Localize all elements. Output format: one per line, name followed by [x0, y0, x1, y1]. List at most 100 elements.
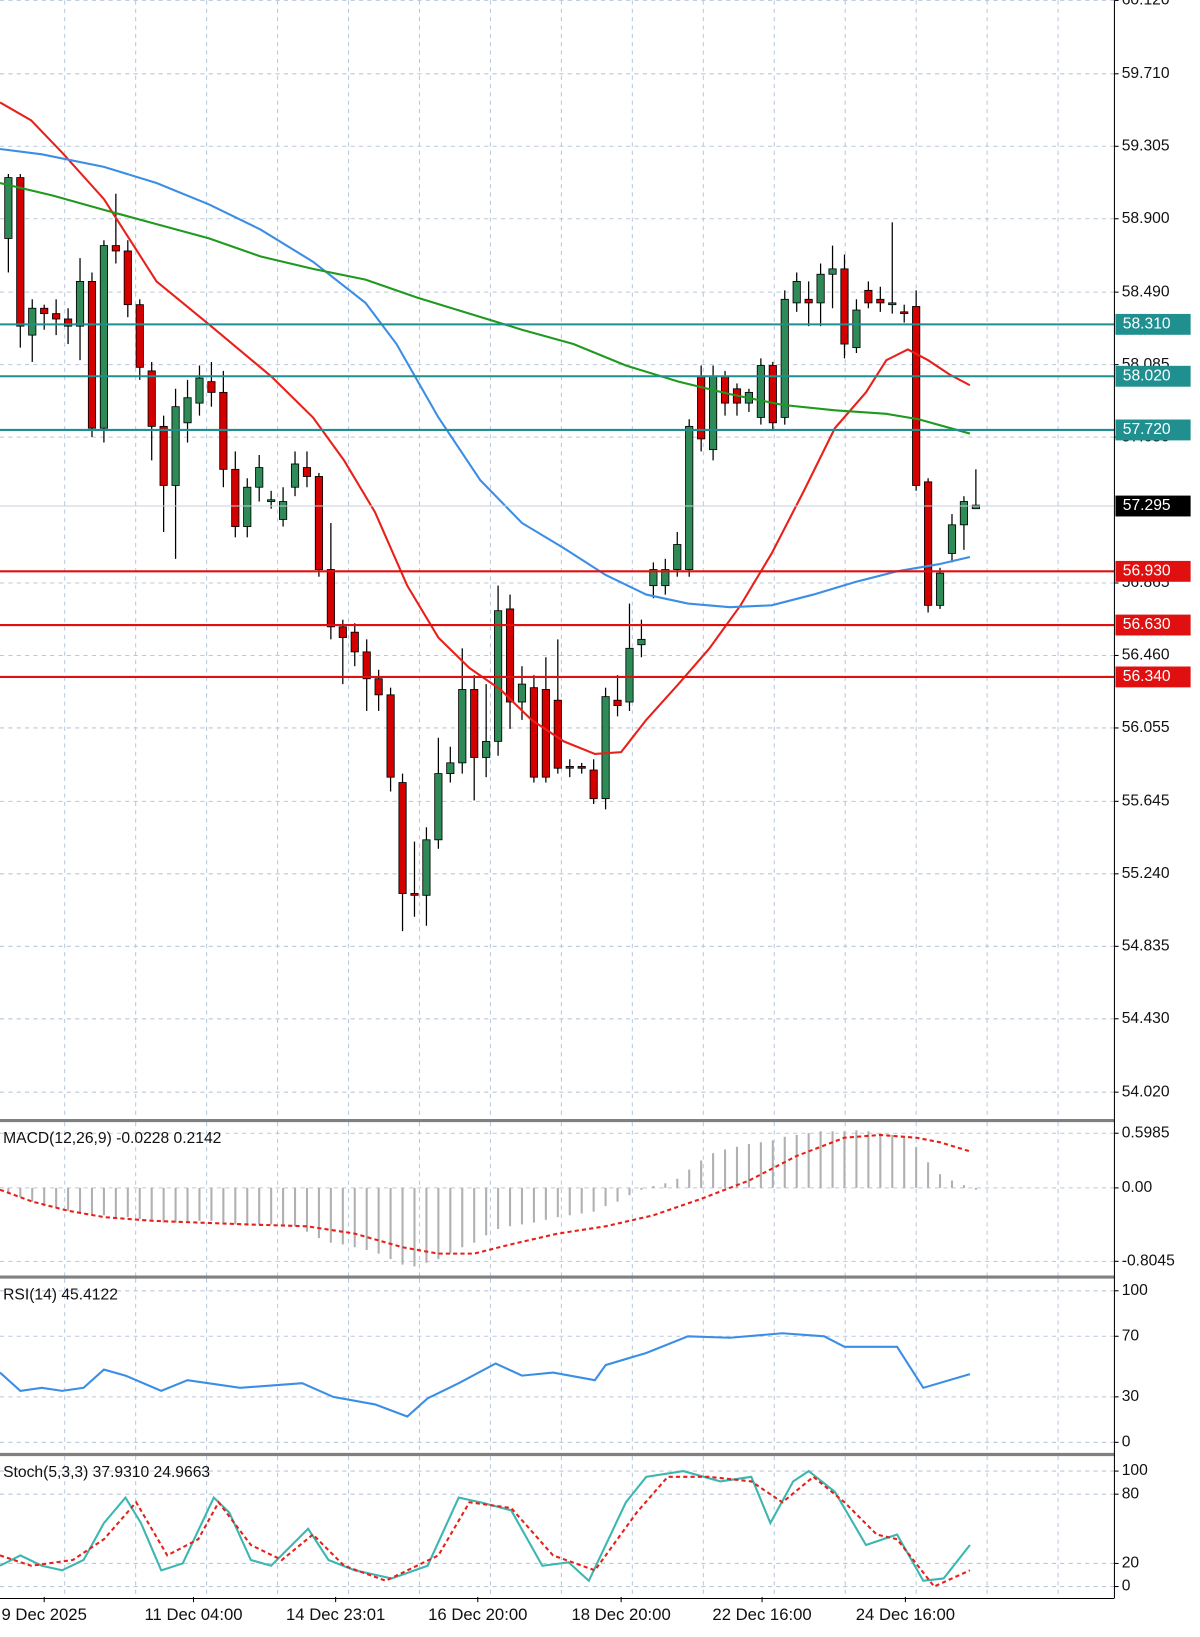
candle-body [804, 298, 813, 304]
macd-bar [449, 1187, 452, 1254]
candle-body [792, 280, 801, 304]
candle-body [888, 302, 897, 306]
macd-bar [664, 1183, 667, 1188]
candle-body [756, 365, 765, 418]
candle-body [565, 766, 574, 769]
candle-body [267, 499, 276, 502]
indicator-line [0, 1332, 971, 1418]
macd-bar [473, 1187, 476, 1243]
candle-body [16, 177, 25, 327]
macd-bar [210, 1187, 213, 1221]
macd-bar [329, 1187, 332, 1243]
macd-bar [425, 1187, 428, 1263]
candle-body [613, 699, 622, 707]
candle-body [589, 769, 598, 800]
macd-bar [138, 1187, 141, 1219]
y-tick-label: 55.645 [1122, 792, 1170, 809]
macd-bar [234, 1187, 237, 1225]
macd-bar [819, 1131, 822, 1188]
macd-bar [270, 1187, 273, 1225]
level-label: 58.310 [1123, 316, 1171, 333]
candle-body [816, 273, 825, 304]
candle-body [482, 740, 491, 758]
macd-bar [174, 1187, 177, 1223]
panel: 0.5985 0.00 -0.8045 MACD(12,26,9) -0.0228 0… [0, 1124, 1175, 1279]
y-tick-label: 0 [1122, 1433, 1131, 1450]
candle-body [279, 501, 288, 520]
candle-body [135, 304, 144, 368]
macd-bar [389, 1187, 392, 1260]
macd-bar [712, 1153, 715, 1188]
y-tick-label: 80 [1122, 1485, 1140, 1502]
candle-body [28, 307, 37, 336]
level-box [1115, 365, 1191, 387]
candle-body [553, 699, 562, 769]
candle-body [326, 569, 335, 628]
macd-bar [114, 1187, 117, 1218]
indicator-line [0, 147, 971, 609]
candle-body [243, 486, 252, 528]
y-tick-label: 54.020 [1122, 1083, 1170, 1100]
y-tick-label: 0 [1122, 1578, 1131, 1595]
x-tick-label: 9 Dec 2025 [2, 1605, 87, 1624]
level-label: 56.630 [1123, 616, 1171, 633]
y-tick-label: 56.055 [1122, 719, 1170, 736]
candle-body [768, 365, 777, 424]
candle-body [912, 306, 921, 486]
candle-body [852, 309, 861, 349]
macd-bar [150, 1187, 153, 1221]
macd-bar [974, 1187, 977, 1190]
macd-bar [305, 1187, 309, 1232]
y-tick-label: 58.900 [1122, 210, 1170, 227]
macd-bar [568, 1187, 571, 1216]
candle-body [577, 766, 586, 769]
candle-body [947, 524, 957, 554]
candle-body [935, 572, 945, 606]
macd-bar [950, 1180, 954, 1188]
candle-body [601, 696, 610, 800]
candle-body [374, 678, 383, 696]
x-tick-label: 11 Dec 04:00 [144, 1605, 242, 1624]
candle-body [505, 608, 515, 703]
candle-body [649, 569, 658, 587]
candle-body [231, 468, 240, 528]
level-label: 56.930 [1123, 562, 1171, 579]
macd-bar [437, 1187, 440, 1260]
level-label: 56.340 [1123, 668, 1171, 685]
vertical-grid [64, 0, 1059, 1597]
x-tick-label: 22 Dec 16:00 [712, 1605, 811, 1624]
candle-body [99, 245, 108, 429]
macd-bar [102, 1187, 105, 1216]
y-tick-label: 100 [1122, 1462, 1148, 1479]
candle-body [362, 651, 371, 680]
candle-body [87, 280, 97, 429]
macd-bar [640, 1187, 643, 1190]
macd-bar [604, 1187, 607, 1207]
candle-body [673, 544, 682, 570]
candle-body [709, 375, 718, 451]
x-tick-label: 14 Dec 23:01 [286, 1605, 385, 1624]
x-tick-label: 18 Dec 20:00 [571, 1605, 670, 1624]
macd-bar [747, 1144, 750, 1188]
panel-title: MACD(12,26,9) -0.0228 0.2142 [3, 1130, 221, 1147]
macd-bar [556, 1187, 559, 1218]
candle-body [171, 406, 180, 486]
macd-bar [126, 1187, 129, 1218]
candle-body [350, 631, 359, 653]
candle-body [876, 298, 885, 304]
candle-body [64, 318, 73, 327]
candle-body [314, 476, 323, 570]
macd-bar [365, 1187, 368, 1250]
candle-body [446, 762, 455, 775]
candle-body [4, 177, 13, 239]
last-price-label: 57.295 [1123, 497, 1171, 514]
macd-bar [795, 1134, 798, 1188]
candle-body [290, 463, 300, 488]
macd-bar [377, 1187, 380, 1254]
y-tick-label: 30 [1122, 1388, 1140, 1405]
candle-body [864, 289, 873, 304]
macd-bar [90, 1187, 94, 1216]
macd-bar [485, 1187, 488, 1236]
candle-body [685, 425, 694, 570]
